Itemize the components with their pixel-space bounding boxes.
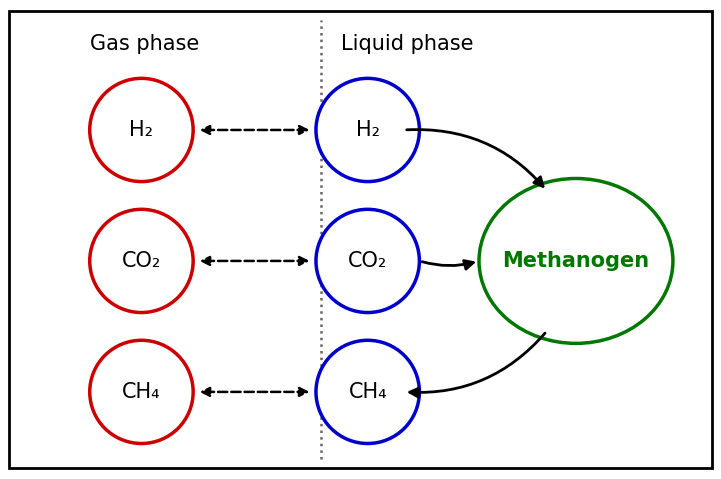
Text: CH₄: CH₄	[348, 382, 387, 402]
Text: CH₄: CH₄	[122, 382, 161, 402]
Ellipse shape	[316, 79, 420, 182]
Ellipse shape	[89, 340, 193, 444]
Ellipse shape	[479, 179, 673, 343]
Text: Methanogen: Methanogen	[503, 251, 650, 271]
Ellipse shape	[316, 340, 420, 444]
Ellipse shape	[89, 79, 193, 182]
Text: CO₂: CO₂	[122, 251, 161, 271]
Text: CO₂: CO₂	[348, 251, 387, 271]
Ellipse shape	[89, 209, 193, 312]
Text: H₂: H₂	[355, 120, 380, 140]
Text: H₂: H₂	[129, 120, 154, 140]
Text: Liquid phase: Liquid phase	[341, 34, 474, 54]
Ellipse shape	[316, 209, 420, 312]
Text: Gas phase: Gas phase	[90, 34, 200, 54]
